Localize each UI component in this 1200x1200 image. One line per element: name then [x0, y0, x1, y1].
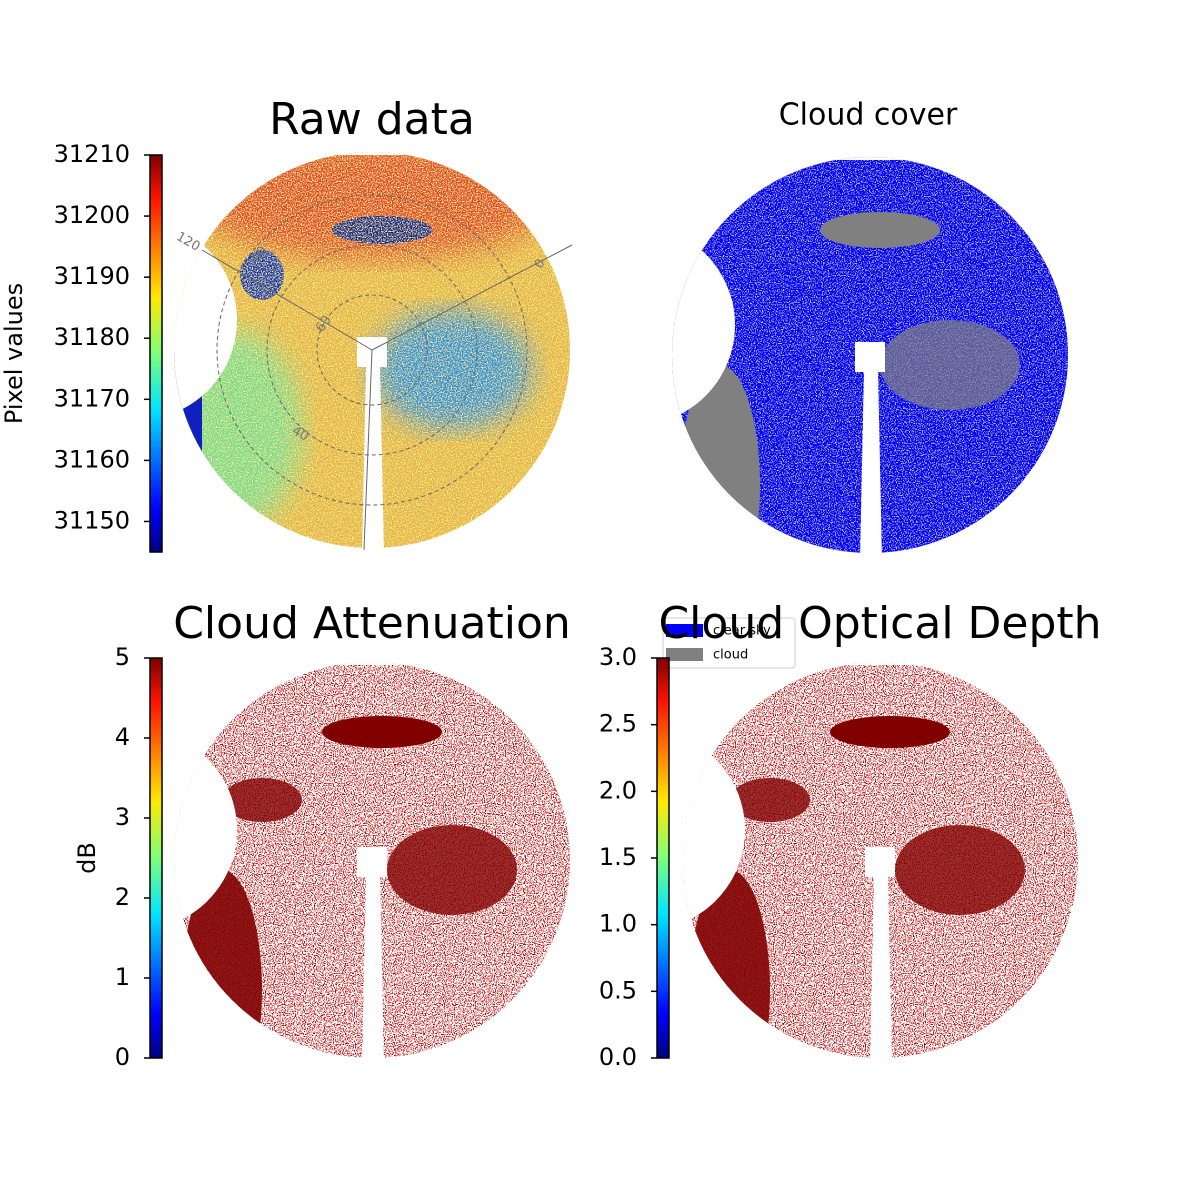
- cloud-patch: [322, 716, 442, 748]
- mask-slit: [362, 365, 384, 555]
- mask-top: [174, 152, 570, 155]
- legend-swatch: [666, 648, 703, 661]
- mask-slit: [362, 875, 384, 1065]
- colorbar-tick-label: 1.5: [599, 843, 637, 871]
- colorbar-tick-label: 31180: [54, 323, 130, 351]
- colorbar-tick-label: 0.5: [599, 976, 637, 1004]
- polar-label: 40: [289, 423, 311, 444]
- mask-slit: [870, 875, 892, 1065]
- cloud-patch: [830, 716, 950, 748]
- cloud-patch: [895, 825, 1025, 915]
- colorbar-tick-label: 0.0: [599, 1043, 637, 1071]
- colorbar-tick-label: 31210: [54, 140, 130, 168]
- panel: Raw data12080604003115031160311703118031…: [0, 94, 573, 555]
- colorbar: 0.0 0.5 1.0 1.5 2.0 2.5 3.0: [599, 643, 670, 1071]
- polar-spoke: [363, 349, 373, 551]
- mask-top: [682, 662, 1078, 665]
- panel: Cloud Attenuation 0 1 2 3 4 5 dB: [73, 598, 571, 1071]
- panel-title: Cloud Optical Depth: [658, 598, 1101, 649]
- colorbar-label: Pixel values: [0, 283, 28, 424]
- colorbar-scale: [656, 657, 670, 1059]
- colorbar-tick-label: 5: [115, 643, 130, 671]
- mask-notch: [174, 730, 237, 930]
- cloud-patch: [880, 320, 1020, 410]
- mask-notch: [682, 730, 745, 930]
- colorbar-tick-label: 0: [115, 1043, 130, 1071]
- cloud-patch: [730, 778, 810, 822]
- polar-spoke: [201, 249, 373, 351]
- panel-title: Raw data: [269, 94, 475, 145]
- polar-ring: [216, 194, 528, 506]
- panel: Cloud cover clear sky cloud: [662, 98, 1068, 669]
- colorbar-tick-label: 2.5: [599, 710, 637, 738]
- panel-title: Cloud Attenuation: [173, 598, 571, 649]
- colorbar-tick-label: 31200: [54, 201, 130, 229]
- colorbar: 31150 31160 31170 31180 31190 31200 31210 Pixel…: [0, 140, 163, 553]
- colorbar: 0 1 2 3 4 5 dB: [73, 643, 163, 1071]
- panel-title: Cloud cover: [779, 98, 958, 133]
- colorbar-tick-label: 2.0: [599, 776, 637, 804]
- mask-box: [855, 342, 885, 372]
- legend-label: clear sky: [713, 624, 771, 639]
- polar-ring: [266, 244, 478, 456]
- colorbar-tick-label: 31190: [54, 262, 130, 290]
- colorbar-tick-label: 1: [115, 963, 130, 991]
- mask-slit: [860, 370, 882, 560]
- colorbar-tick-label: 4: [115, 723, 130, 751]
- polar-ring: [316, 294, 428, 406]
- mask-box: [357, 847, 387, 877]
- sky-image: [672, 157, 1068, 553]
- polar-spoke: [371, 244, 573, 351]
- panel: Cloud Optical Depth 0.0 0.5 1.0 1.5 2.0 2.5 3.0: [599, 598, 1102, 1071]
- colorbar-tick-label: 3: [115, 803, 130, 831]
- colorbar-tick-label: 2: [115, 883, 130, 911]
- colorbar-label: dB: [73, 842, 101, 874]
- colorbar-tick-label: 31150: [54, 506, 130, 534]
- polar-label: 120: [173, 229, 202, 254]
- colorbar-tick-label: 1.0: [599, 910, 637, 938]
- colorbar-tick-label: 31160: [54, 445, 130, 473]
- legend: clear sky cloud: [662, 617, 796, 669]
- colorbar-scale: [149, 657, 163, 1059]
- colorbar-tick-label: 31170: [54, 384, 130, 412]
- cloud-patch: [820, 212, 940, 248]
- cloud-patch: [387, 825, 517, 915]
- colorbar-scale: [149, 154, 163, 553]
- colorbar-tick-label: 3.0: [599, 643, 637, 671]
- cloud-patch: [222, 778, 302, 822]
- mask-top: [174, 662, 570, 665]
- legend-label: cloud: [713, 648, 748, 663]
- mask-top: [672, 157, 1068, 160]
- mask-box: [865, 847, 895, 877]
- legend-swatch: [666, 624, 703, 637]
